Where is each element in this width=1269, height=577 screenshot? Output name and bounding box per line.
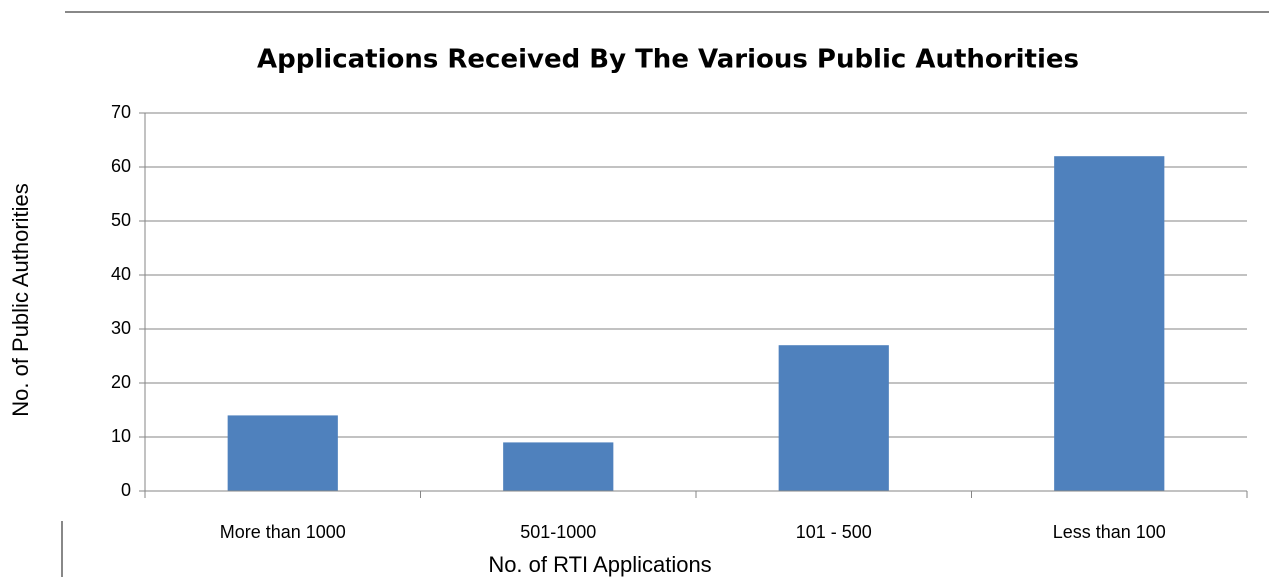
y-tick-label: 0 — [121, 480, 131, 500]
x-tick-label: 501-1000 — [520, 522, 596, 542]
chart-title: Applications Received By The Various Pub… — [257, 45, 1079, 75]
y-tick-label: 10 — [111, 426, 131, 446]
y-tick-label: 40 — [111, 264, 131, 284]
x-axis-title: No. of RTI Applications — [488, 552, 711, 577]
x-tick-label: More than 1000 — [220, 522, 346, 542]
y-tick-label: 20 — [111, 372, 131, 392]
y-tick-label: 50 — [111, 210, 131, 230]
bar — [227, 415, 338, 491]
x-tick-label: Less than 100 — [1053, 522, 1166, 542]
x-tick-label: 101 - 500 — [796, 522, 872, 542]
y-axis-title: No. of Public Authorities — [8, 183, 33, 417]
bar — [778, 345, 889, 491]
bar — [1054, 156, 1165, 491]
y-tick-label: 70 — [111, 102, 131, 122]
bar — [503, 442, 614, 491]
y-tick-label: 30 — [111, 318, 131, 338]
y-tick-label: 60 — [111, 156, 131, 176]
